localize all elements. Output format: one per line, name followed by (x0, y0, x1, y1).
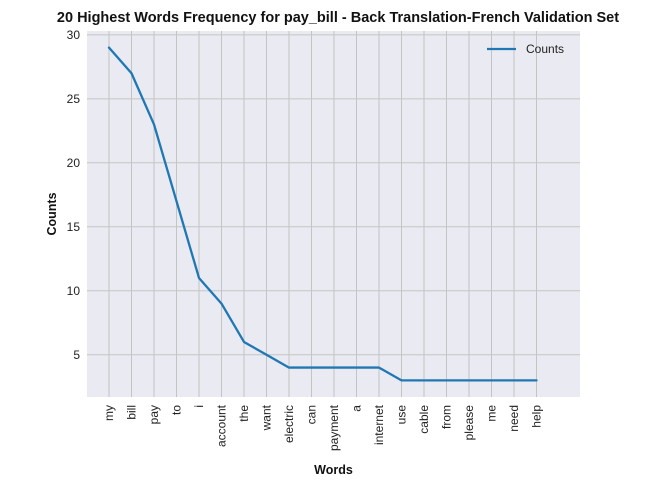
series-line (107, 46, 538, 382)
x-axis-ticks: my bill pay to i account the want electric can pay… (102, 404, 544, 451)
legend-label: Counts (526, 42, 564, 56)
y-tick-label: 10 (67, 284, 81, 298)
y-axis-label: Counts (45, 192, 59, 235)
x-tick-label: i (192, 405, 206, 408)
x-tick-label: please (462, 405, 476, 441)
y-gridlines (87, 34, 580, 356)
x-tick-label: cable (417, 405, 431, 434)
x-tick-label: use (395, 405, 409, 425)
y-tick-label: 5 (73, 348, 80, 362)
x-tick-label: want (260, 404, 274, 431)
x-tick-label: the (237, 405, 251, 422)
y-tick-label: 20 (67, 156, 81, 170)
x-tick-label: electric (282, 405, 296, 443)
x-tick-label: internet (372, 404, 386, 445)
x-tick-label: to (170, 405, 184, 415)
x-tick-label: account (215, 404, 229, 447)
x-gridlines (108, 31, 537, 397)
x-tick-label: me (485, 405, 499, 422)
series-group (107, 46, 538, 382)
y-tick-label: 30 (67, 28, 81, 42)
legend: Counts (487, 42, 564, 56)
x-tick-label: a (350, 405, 364, 412)
x-tick-label: need (507, 405, 521, 432)
x-tick-label: my (102, 405, 116, 421)
x-tick-label: from (440, 405, 454, 429)
y-tick-label: 25 (67, 92, 81, 106)
x-axis-label: Words (314, 463, 353, 477)
x-tick-label: pay (147, 405, 161, 424)
chart-title: 20 Highest Words Frequency for pay_bill … (57, 10, 619, 26)
y-tick-label: 15 (67, 220, 81, 234)
y-axis-ticks: 5 10 15 20 25 30 (67, 28, 81, 362)
x-tick-label: payment (327, 404, 341, 451)
x-tick-label: can (305, 405, 319, 424)
x-tick-label: bill (125, 405, 139, 420)
x-tick-label: help (530, 405, 544, 428)
